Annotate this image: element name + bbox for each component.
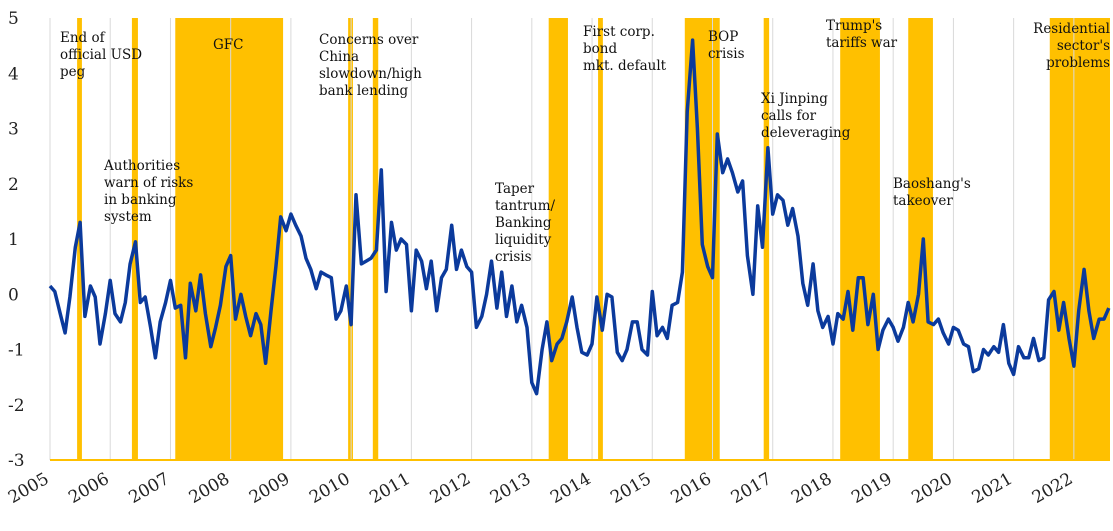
- annotation: warn of risks: [104, 175, 193, 191]
- annotation: crisis: [708, 46, 745, 62]
- annotation: Trump's: [826, 18, 882, 34]
- annotation: Authorities: [103, 158, 180, 174]
- annotation: sector's: [1057, 38, 1110, 54]
- data-line: [48, 38, 1111, 396]
- y-tick-label: -2: [8, 396, 25, 416]
- event-band: [598, 18, 603, 460]
- annotation: in banking: [104, 192, 177, 208]
- event-band: [548, 18, 568, 460]
- x-tick-label: 2014: [547, 469, 594, 508]
- event-band: [175, 18, 284, 460]
- annotation: Taper: [495, 181, 535, 197]
- event-band: [1049, 18, 1110, 460]
- annotation: takeover: [893, 193, 953, 209]
- annotation: peg: [60, 64, 86, 80]
- x-tick-label: 2017: [728, 469, 775, 508]
- x-tick-label: 2016: [668, 469, 715, 508]
- annotation: First corp.: [583, 24, 655, 40]
- annotation: Xi Jinping: [761, 91, 828, 107]
- annotation: BOP: [708, 29, 738, 45]
- annotation: problems: [1046, 55, 1110, 71]
- annotation: liquidity: [495, 232, 552, 248]
- annotation: mkt. default: [583, 58, 667, 74]
- event-band: [840, 18, 880, 460]
- y-tick-label: 1: [8, 230, 19, 250]
- x-tick-label: 2008: [186, 469, 233, 508]
- annotation: GFC: [213, 37, 243, 53]
- y-tick-label: 0: [8, 285, 19, 305]
- annotation: bank lending: [319, 83, 409, 99]
- annotation: Baoshang's: [893, 176, 971, 192]
- annotation: bond: [583, 41, 617, 57]
- annotation: official USD: [60, 47, 142, 63]
- x-tick-label: 2022: [1029, 469, 1076, 508]
- event-band: [908, 18, 933, 460]
- x-tick-label: 2013: [487, 469, 534, 508]
- event-band: [763, 18, 770, 460]
- x-tick-label: 2011: [366, 469, 413, 508]
- annotation: Residential: [1033, 21, 1110, 37]
- x-tick-label: 2021: [969, 469, 1016, 508]
- x-tick-label: 2006: [65, 469, 112, 508]
- x-tick-label: 2010: [306, 469, 353, 508]
- y-tick-label: -3: [8, 451, 25, 471]
- x-tick-label: 2020: [908, 469, 955, 508]
- event-band: [348, 18, 353, 460]
- y-tick-label: 3: [8, 120, 19, 140]
- x-tick-label: 2009: [246, 469, 293, 508]
- annotation: deleveraging: [761, 125, 851, 141]
- x-tick-label: 2005: [5, 469, 52, 508]
- annotation: crisis: [495, 249, 532, 265]
- y-tick-label: -1: [8, 341, 25, 361]
- x-tick-label: 2007: [125, 469, 172, 508]
- annotation: slowdown/high: [319, 66, 422, 82]
- event-band: [131, 18, 138, 460]
- annotation: Concerns over: [319, 32, 419, 48]
- x-tick-label: 2019: [848, 469, 895, 508]
- annotation: Banking: [495, 215, 552, 231]
- x-tick-label: 2012: [427, 469, 474, 508]
- x-tick-label: 2018: [788, 469, 835, 508]
- y-tick-label: 4: [8, 64, 19, 84]
- annotation: tantrum/: [495, 198, 556, 214]
- annotation: End of: [60, 30, 106, 46]
- annotation: tariffs war: [826, 35, 898, 51]
- annotation: calls for: [761, 108, 817, 124]
- annotation: system: [104, 209, 152, 225]
- y-tick-label: 2: [8, 175, 19, 195]
- annotation: China: [319, 49, 359, 65]
- x-tick-label: 2015: [607, 469, 654, 508]
- y-tick-label: 5: [8, 9, 19, 29]
